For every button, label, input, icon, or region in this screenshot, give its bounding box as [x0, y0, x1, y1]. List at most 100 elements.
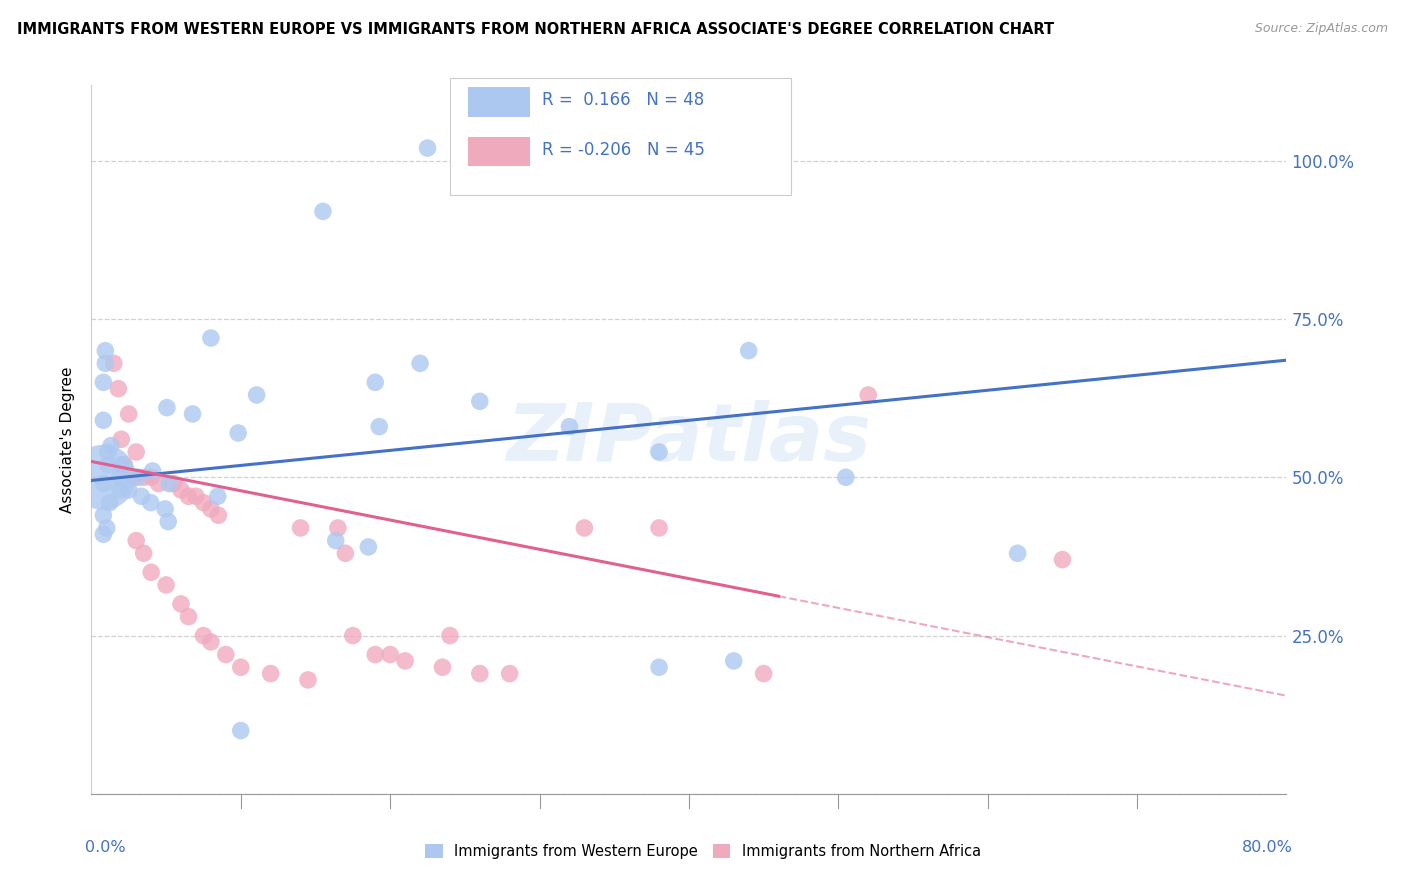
Point	[648, 521, 671, 535]
Text: R =  0.166   N = 48: R = 0.166 N = 48	[541, 91, 704, 110]
Point	[94, 356, 117, 370]
Point	[416, 141, 439, 155]
Point	[93, 470, 115, 484]
Point	[737, 343, 759, 358]
Point	[177, 489, 200, 503]
Point	[342, 629, 364, 643]
Point	[648, 660, 671, 674]
Point	[200, 635, 222, 649]
FancyBboxPatch shape	[468, 136, 530, 166]
Point	[125, 533, 148, 548]
Point	[94, 343, 117, 358]
Point	[131, 489, 153, 503]
Point	[118, 407, 141, 421]
Legend: Immigrants from Western Europe, Immigrants from Northern Africa: Immigrants from Western Europe, Immigran…	[419, 838, 987, 865]
Point	[835, 470, 858, 484]
Point	[177, 609, 200, 624]
Point	[574, 521, 596, 535]
Point	[364, 376, 387, 390]
Point	[432, 660, 454, 674]
Point	[157, 515, 180, 529]
Point	[148, 476, 170, 491]
Point	[468, 394, 491, 409]
Point	[723, 654, 745, 668]
Point	[259, 666, 281, 681]
Y-axis label: Associate's Degree: Associate's Degree	[60, 366, 76, 513]
Point	[312, 204, 335, 219]
Point	[468, 666, 491, 681]
Point	[335, 546, 357, 560]
Point	[752, 666, 775, 681]
Point	[368, 419, 391, 434]
Point	[127, 470, 149, 484]
Point	[246, 388, 269, 402]
Point	[226, 425, 249, 440]
Point	[229, 660, 252, 674]
Point	[112, 458, 135, 472]
Point	[98, 495, 121, 509]
Point	[110, 433, 132, 447]
Point	[1007, 546, 1029, 560]
Text: ZIPatlas: ZIPatlas	[506, 401, 872, 478]
Text: 80.0%: 80.0%	[1241, 840, 1292, 855]
Point	[103, 356, 125, 370]
Point	[181, 407, 204, 421]
Point	[380, 648, 402, 662]
Point	[229, 723, 252, 738]
Point	[1052, 552, 1074, 566]
Point	[97, 445, 120, 459]
Point	[200, 502, 222, 516]
Point	[499, 666, 522, 681]
Point	[93, 413, 115, 427]
Point	[184, 489, 207, 503]
Point	[506, 163, 529, 178]
Point	[215, 648, 238, 662]
Text: IMMIGRANTS FROM WESTERN EUROPE VS IMMIGRANTS FROM NORTHERN AFRICA ASSOCIATE'S DE: IMMIGRANTS FROM WESTERN EUROPE VS IMMIGR…	[17, 22, 1054, 37]
Point	[193, 495, 215, 509]
Point	[93, 476, 115, 491]
Point	[156, 401, 179, 415]
Point	[162, 476, 184, 491]
Point	[357, 540, 380, 554]
Point	[648, 445, 671, 459]
Point	[207, 489, 229, 503]
Point	[108, 470, 131, 484]
Point	[141, 464, 163, 478]
Text: Source: ZipAtlas.com: Source: ZipAtlas.com	[1254, 22, 1388, 36]
Point	[96, 521, 118, 535]
Point	[153, 502, 176, 516]
FancyBboxPatch shape	[468, 87, 530, 117]
Point	[409, 356, 432, 370]
Point	[170, 597, 193, 611]
Point	[100, 439, 122, 453]
Point	[122, 470, 145, 484]
Point	[290, 521, 312, 535]
FancyBboxPatch shape	[450, 78, 790, 194]
Point	[93, 508, 115, 523]
Point	[107, 382, 129, 396]
Point	[93, 376, 115, 390]
Point	[364, 648, 387, 662]
Point	[132, 470, 155, 484]
Point	[297, 673, 319, 687]
Point	[200, 331, 222, 345]
Point	[858, 388, 880, 402]
Point	[139, 495, 162, 509]
Point	[155, 578, 177, 592]
Point	[141, 566, 163, 580]
Point	[325, 533, 347, 548]
Point	[157, 476, 180, 491]
Point	[170, 483, 193, 497]
Point	[394, 654, 416, 668]
Point	[558, 419, 581, 434]
Text: 0.0%: 0.0%	[86, 840, 127, 855]
Point	[93, 527, 115, 541]
Point	[108, 483, 131, 497]
Text: R = -0.206   N = 45: R = -0.206 N = 45	[541, 141, 704, 159]
Point	[193, 629, 215, 643]
Point	[439, 629, 461, 643]
Point	[207, 508, 229, 523]
Point	[132, 546, 155, 560]
Point	[97, 458, 120, 472]
Point	[110, 458, 132, 472]
